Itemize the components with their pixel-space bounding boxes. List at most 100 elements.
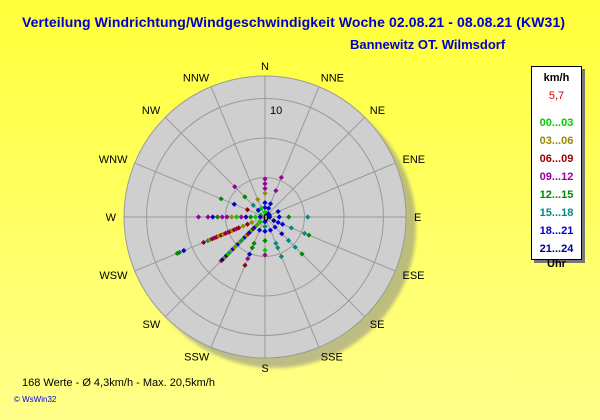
data-point bbox=[262, 204, 268, 211]
data-point bbox=[262, 185, 268, 192]
data-point bbox=[262, 238, 268, 244]
data-point bbox=[262, 176, 268, 182]
chart-title: Verteilung Windrichtung/Windgeschwindigk… bbox=[22, 14, 566, 30]
data-point bbox=[285, 237, 292, 244]
data-point bbox=[262, 209, 268, 215]
legend-unit: km/h bbox=[543, 72, 570, 84]
data-point bbox=[278, 174, 284, 181]
direction-label-ese: ESE bbox=[403, 270, 425, 282]
spoke-nne bbox=[264, 86, 320, 218]
data-point bbox=[256, 227, 263, 233]
data-point bbox=[262, 223, 268, 230]
legend-item: 12...15 bbox=[539, 189, 574, 201]
data-point bbox=[275, 245, 281, 251]
data-point bbox=[205, 214, 211, 220]
data-point bbox=[278, 253, 284, 260]
data-point bbox=[218, 258, 224, 264]
data-point bbox=[262, 228, 268, 234]
stats-line: 168 Werte - Ø 4,3km/h - Max. 20,5km/h bbox=[22, 377, 215, 389]
direction-label-nnw: NNW bbox=[183, 72, 210, 84]
data-point bbox=[224, 214, 230, 220]
data-point bbox=[267, 201, 274, 207]
data-point bbox=[244, 221, 251, 227]
data-point bbox=[257, 219, 263, 225]
data-point bbox=[255, 196, 261, 203]
spoke-sse bbox=[264, 216, 320, 348]
data-point bbox=[275, 219, 281, 226]
legend-item: 09...12 bbox=[539, 171, 574, 183]
data-point bbox=[272, 224, 278, 230]
data-point bbox=[276, 214, 282, 220]
data-point bbox=[262, 247, 268, 253]
direction-label-nw: NW bbox=[142, 105, 161, 117]
data-point bbox=[233, 214, 240, 220]
direction-label-n: N bbox=[261, 61, 269, 73]
direction-label-sse: SSE bbox=[321, 352, 343, 364]
data-point bbox=[275, 208, 281, 215]
data-point bbox=[255, 221, 261, 227]
data-point bbox=[229, 214, 235, 220]
data-point bbox=[249, 245, 255, 251]
spoke-ssw bbox=[210, 216, 266, 348]
data-point bbox=[176, 249, 183, 256]
data-point bbox=[273, 188, 279, 194]
data-point bbox=[181, 248, 187, 254]
spoke-ese bbox=[264, 216, 396, 272]
data-point bbox=[257, 214, 263, 220]
data-point bbox=[238, 214, 244, 220]
direction-label-wsw: WSW bbox=[99, 270, 128, 282]
data-point bbox=[220, 256, 226, 262]
data-point bbox=[299, 251, 305, 257]
data-point bbox=[214, 214, 221, 220]
data-point bbox=[240, 223, 246, 229]
legend-items: 00...03 03...06 06...09 09...12 12...15 15...… bbox=[532, 114, 581, 258]
direction-label-w: W bbox=[106, 212, 117, 224]
chart-subtitle: Bannewitz OT. Wilmsdorf bbox=[350, 37, 506, 52]
legend-item: 21...24 bbox=[539, 243, 574, 255]
direction-label-wnw: WNW bbox=[99, 154, 128, 166]
direction-label-e: E bbox=[414, 212, 421, 224]
legend-item: 03...06 bbox=[539, 135, 574, 147]
data-point bbox=[252, 214, 259, 220]
data-point bbox=[248, 214, 254, 220]
direction-label-se: SE bbox=[370, 319, 385, 331]
data-point bbox=[262, 252, 268, 258]
data-point bbox=[305, 214, 311, 220]
data-point bbox=[232, 184, 238, 190]
data-point bbox=[306, 232, 312, 238]
legend-value: 5,7 bbox=[548, 90, 565, 102]
data-point bbox=[251, 240, 257, 246]
data-point bbox=[243, 214, 249, 220]
data-point bbox=[279, 221, 286, 227]
data-point bbox=[262, 200, 268, 206]
data-point bbox=[255, 207, 261, 213]
data-point bbox=[288, 225, 294, 231]
direction-label-ne: NE bbox=[370, 105, 385, 117]
direction-label-sw: SW bbox=[142, 319, 160, 331]
legend-item: 18...21 bbox=[539, 225, 574, 237]
spoke-ene bbox=[264, 162, 396, 218]
legend-item: 00...03 bbox=[539, 117, 574, 129]
data-point bbox=[218, 196, 224, 202]
legend: km/h 5,7 00...03 03...06 06...09 09...12 12.… bbox=[531, 66, 582, 270]
direction-label-ssw: SSW bbox=[184, 352, 210, 364]
spoke-nnw bbox=[210, 86, 266, 218]
data-point bbox=[279, 231, 285, 237]
data-point bbox=[262, 181, 268, 187]
data-point bbox=[292, 244, 298, 250]
data-point bbox=[250, 202, 256, 208]
center-marker: 0 bbox=[263, 213, 269, 224]
data-point bbox=[219, 214, 225, 220]
legend-footer: Uhr bbox=[547, 258, 566, 270]
direction-label-ene: ENE bbox=[403, 154, 426, 166]
data-point bbox=[273, 240, 279, 246]
legend-item: 15...18 bbox=[539, 207, 574, 219]
data-point bbox=[242, 262, 248, 268]
direction-label-nne: NNE bbox=[321, 72, 344, 84]
data-point bbox=[244, 207, 251, 213]
data-point bbox=[195, 214, 202, 220]
data-point bbox=[200, 239, 207, 246]
credit-text: © WsWin32 bbox=[14, 395, 57, 404]
data-point bbox=[242, 194, 248, 200]
